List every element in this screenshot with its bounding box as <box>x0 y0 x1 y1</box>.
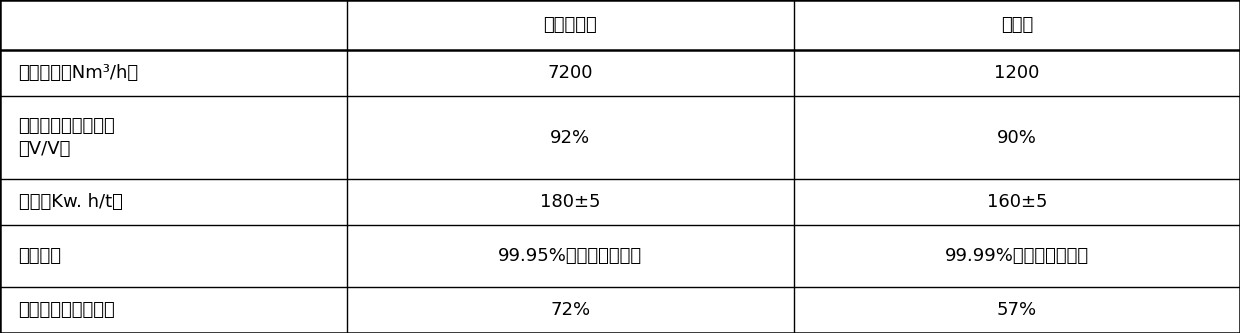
Text: 57%: 57% <box>997 301 1037 319</box>
Text: 180±5: 180±5 <box>541 193 600 211</box>
Text: 7200: 7200 <box>548 64 593 82</box>
Text: 92%: 92% <box>551 129 590 147</box>
Text: 本发明: 本发明 <box>1001 16 1033 34</box>
Text: 160±5: 160±5 <box>987 193 1047 211</box>
Text: 原料气量（Nm³/h）: 原料气量（Nm³/h） <box>19 64 139 82</box>
Text: 1200: 1200 <box>994 64 1039 82</box>
Text: 单耗（Kw. h/t）: 单耗（Kw. h/t） <box>19 193 123 211</box>
Text: 90%: 90% <box>997 129 1037 147</box>
Text: 产品纯度: 产品纯度 <box>19 247 62 265</box>
Text: 72%: 72% <box>551 301 590 319</box>
Text: 尾气中二氧化碳含量: 尾气中二氧化碳含量 <box>19 301 115 319</box>
Text: 99.99%（高于食品级）: 99.99%（高于食品级） <box>945 247 1089 265</box>
Text: 湖北某公司: 湖北某公司 <box>543 16 598 34</box>
Text: 99.95%（符合食品级）: 99.95%（符合食品级） <box>498 247 642 265</box>
Text: 原料气二氧化碳含量
（V/V）: 原料气二氧化碳含量 （V/V） <box>19 118 115 158</box>
